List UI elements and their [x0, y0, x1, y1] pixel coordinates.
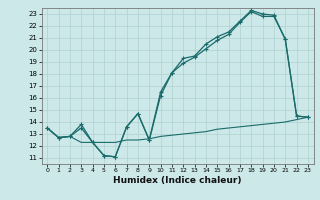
X-axis label: Humidex (Indice chaleur): Humidex (Indice chaleur)	[113, 176, 242, 185]
